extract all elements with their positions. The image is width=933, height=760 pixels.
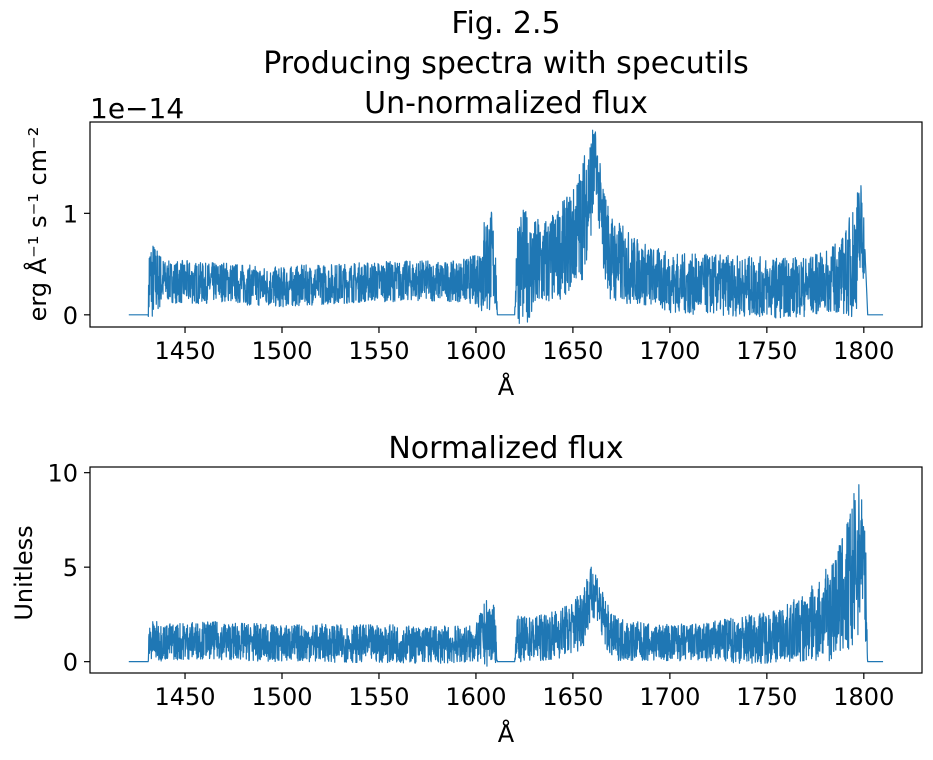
x-tick-label: 1600 [445, 337, 506, 365]
figure-title-line2: Producing spectra with specutils [263, 46, 749, 81]
y-axis-label: Unitless [10, 525, 38, 620]
panel-unnormalized: Un-normalized flux 1e−14 1450 1500 1550 160… [23, 86, 923, 401]
axes-frame [89, 466, 923, 674]
figure-title-line1: Fig. 2.5 [451, 6, 560, 41]
x-tick-label: 1800 [833, 683, 894, 711]
y-ticks: 01 [63, 200, 90, 330]
x-tick-label: 1550 [348, 683, 409, 711]
y-offset-label: 1e−14 [90, 92, 184, 125]
x-tick-label: 1500 [251, 683, 312, 711]
x-tick-label: 1450 [154, 337, 215, 365]
y-tick-label: 0 [63, 649, 78, 677]
series-line-0 [128, 129, 884, 324]
x-ticks: 1450 1500 1550 1600 1650 1700 1750 1800 [154, 673, 894, 711]
y-tick-label: 10 [47, 460, 78, 488]
x-ticks: 1450 1500 1550 1600 1650 1700 1750 1800 [154, 327, 894, 365]
x-tick-label: 1750 [736, 337, 797, 365]
x-tick-label: 1800 [833, 337, 894, 365]
y-tick-label: 0 [63, 302, 78, 330]
panel-normalized: Normalized flux 1450 1500 1550 1600 1650 1700… [10, 431, 923, 748]
axes-frame [89, 121, 923, 328]
y-tick-label: 5 [63, 554, 78, 582]
x-axis-label: Å [498, 719, 515, 748]
x-tick-label: 1600 [445, 683, 506, 711]
x-tick-label: 1650 [542, 683, 603, 711]
x-tick-label: 1500 [251, 337, 312, 365]
series-line-0 [128, 484, 884, 667]
y-ticks: 0 5 10 [47, 460, 90, 677]
panel-title: Un-normalized flux [364, 86, 648, 121]
x-tick-label: 1450 [154, 683, 215, 711]
x-tick-label: 1700 [639, 683, 700, 711]
x-axis-label: Å [498, 372, 515, 401]
panel-title: Normalized flux [388, 431, 623, 466]
x-tick-label: 1700 [639, 337, 700, 365]
x-tick-label: 1650 [542, 337, 603, 365]
x-tick-label: 1750 [736, 683, 797, 711]
x-tick-label: 1550 [348, 337, 409, 365]
y-axis-label: erg Å⁻¹ s⁻¹ cm⁻² [23, 127, 52, 322]
series-group [128, 129, 884, 324]
y-tick-label: 1 [63, 200, 78, 228]
series-group [128, 484, 884, 667]
